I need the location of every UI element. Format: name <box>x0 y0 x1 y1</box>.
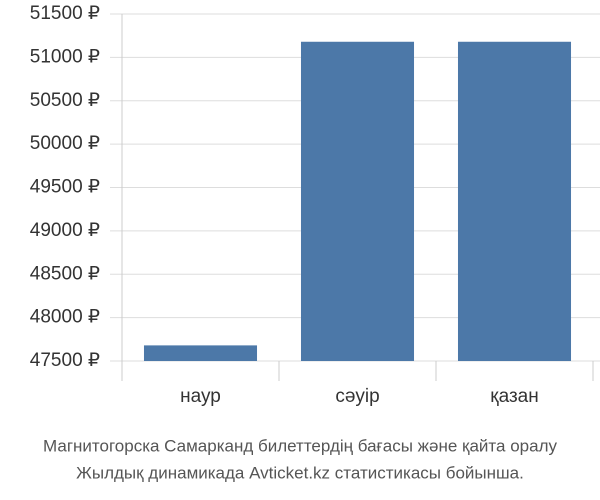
y-tick-label: 49000 ₽ <box>30 220 100 241</box>
y-tick-label: 50000 ₽ <box>30 133 100 154</box>
y-tick-label: 51500 ₽ <box>30 3 100 24</box>
y-tick-label: 49500 ₽ <box>30 177 100 198</box>
bar <box>457 41 572 361</box>
caption-line: Магнитогорска Самарканд билеттердің баға… <box>43 436 557 455</box>
y-tick-label: 51000 ₽ <box>30 46 100 67</box>
y-tick-label: 48500 ₽ <box>30 263 100 284</box>
caption-line: Жылдық динамикада Avticket.kz статистика… <box>76 463 524 482</box>
x-tick-label: сәуір <box>335 386 379 407</box>
y-tick-label: 50500 ₽ <box>30 90 100 111</box>
x-tick-label: қазан <box>490 386 538 407</box>
y-tick-label: 48000 ₽ <box>30 307 100 328</box>
bar <box>143 345 258 361</box>
bar <box>300 41 415 361</box>
y-tick-label: 47500 ₽ <box>30 350 100 371</box>
x-tick-label: наур <box>180 386 221 407</box>
